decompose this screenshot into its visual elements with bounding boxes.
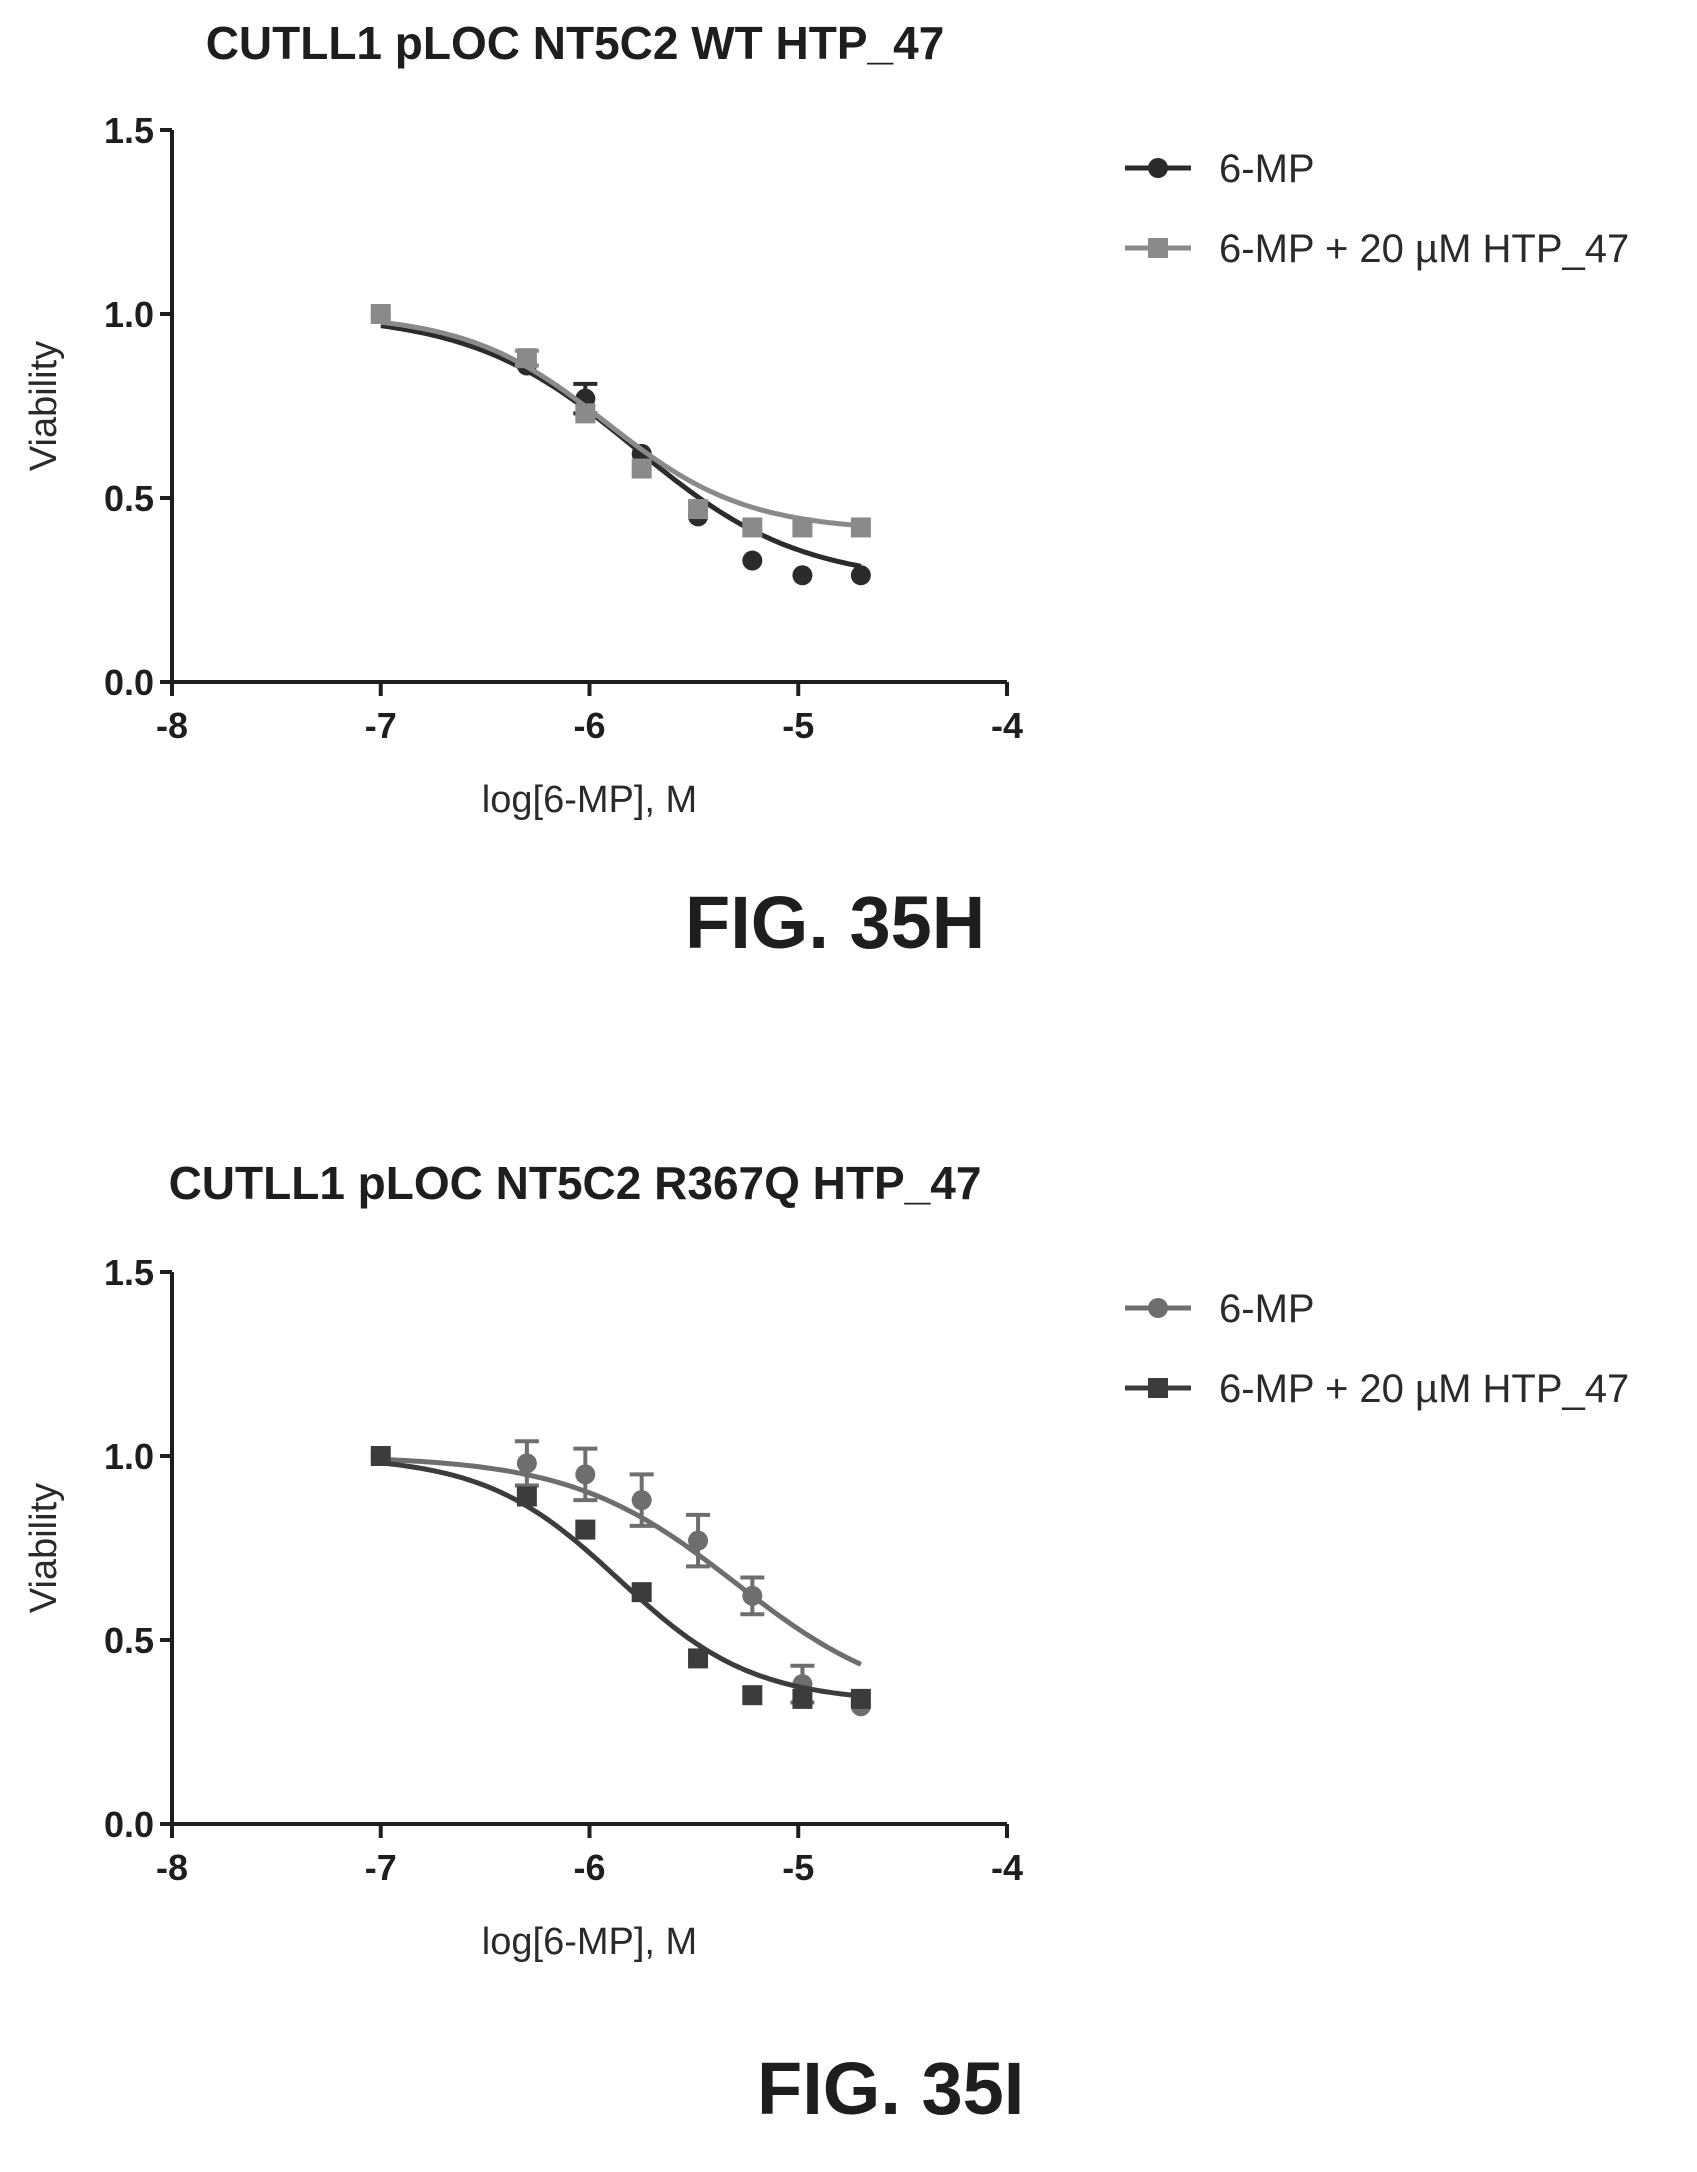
data-point-series-1 bbox=[516, 1453, 537, 1474]
x-tick-label: -6 bbox=[573, 1847, 605, 1888]
data-point-series-2 bbox=[688, 499, 709, 520]
data-point-series-1 bbox=[742, 1585, 763, 1606]
legend-label: 6-MP bbox=[1219, 1287, 1315, 1331]
x-tick-label: -5 bbox=[782, 1847, 814, 1888]
fit-curve-series-1 bbox=[380, 323, 862, 569]
legend-label: 6-MP bbox=[1219, 147, 1315, 191]
data-point-series-2 bbox=[792, 1688, 813, 1709]
data-point-series-2 bbox=[516, 1486, 537, 1507]
data-point-series-1 bbox=[850, 565, 871, 586]
legend-marker bbox=[1148, 1298, 1168, 1318]
fit-curve-series-2 bbox=[380, 1460, 862, 1699]
data-point-series-2 bbox=[370, 1446, 391, 1466]
x-tick-label: -7 bbox=[365, 705, 397, 746]
fit-curve-series-2 bbox=[380, 319, 862, 529]
chart-canvas: 0.0 0.5 1.0 1.5 -8 -7 -6 -5 -4 log[6-MP], M Viabil… bbox=[23, 110, 1629, 821]
data-point-series-2 bbox=[631, 1582, 652, 1603]
chart-title: CUTLL1 pLOC NT5C2 WT HTP_47 bbox=[205, 17, 945, 69]
data-point-series-2 bbox=[792, 517, 813, 538]
chart-title: CUTLL1 pLOC NT5C2 R367Q HTP_47 bbox=[168, 1157, 982, 1209]
y-tick-label: 0.5 bbox=[104, 478, 154, 519]
data-point-series-1 bbox=[631, 1490, 652, 1511]
data-point-series-1 bbox=[575, 1464, 596, 1485]
figure-label: FIG. 35I bbox=[757, 2047, 1025, 2130]
data-point-series-2 bbox=[688, 1648, 709, 1669]
x-tick-label: -6 bbox=[573, 705, 605, 746]
x-tick-label: -4 bbox=[991, 705, 1023, 746]
data-point-series-2 bbox=[575, 1519, 596, 1540]
legend-marker bbox=[1148, 238, 1168, 258]
y-tick-label: 0.0 bbox=[104, 662, 154, 703]
data-point-series-1 bbox=[688, 1530, 709, 1551]
y-tick-label: 1.5 bbox=[104, 1252, 154, 1293]
data-point-series-2 bbox=[742, 1685, 763, 1706]
data-point-series-2 bbox=[631, 458, 652, 479]
data-point-series-2 bbox=[575, 403, 596, 424]
x-axis-label: log[6-MP], M bbox=[482, 779, 697, 821]
y-axis-label: Viability bbox=[23, 1483, 65, 1613]
x-tick-label: -8 bbox=[156, 1847, 188, 1888]
data-point-series-1 bbox=[742, 550, 763, 571]
data-point-series-2 bbox=[742, 517, 763, 538]
data-point-series-2 bbox=[370, 304, 391, 324]
data-point-series-2 bbox=[516, 348, 537, 369]
data-point-series-1 bbox=[792, 565, 813, 586]
chart-canvas: 0.0 0.5 1.0 1.5 -8 -7 -6 -5 -4 log[6-MP], M Viabil… bbox=[23, 1252, 1629, 1963]
figure-label: FIG. 35H bbox=[685, 881, 986, 964]
y-tick-label: 1.0 bbox=[104, 1436, 154, 1477]
x-tick-label: -4 bbox=[991, 1847, 1023, 1888]
legend-label: 6-MP + 20 µM HTP_47 bbox=[1219, 227, 1629, 271]
y-tick-label: 0.0 bbox=[104, 1804, 154, 1845]
y-tick-label: 1.5 bbox=[104, 110, 154, 151]
panel-fig-35i: CUTLL1 pLOC NT5C2 R367Q HTP_47 0.0 0.5 1.0… bbox=[0, 1086, 1697, 2172]
y-tick-label: 0.5 bbox=[104, 1620, 154, 1661]
data-point-series-2 bbox=[850, 517, 871, 538]
y-tick-label: 1.0 bbox=[104, 294, 154, 335]
legend-marker bbox=[1148, 158, 1168, 178]
legend-marker bbox=[1148, 1378, 1168, 1398]
panel-fig-35h: CUTLL1 pLOC NT5C2 WT HTP_47 0.0 0.5 1.0 1.5… bbox=[23, 17, 1629, 964]
data-point-series-2 bbox=[850, 1688, 871, 1709]
x-tick-label: -5 bbox=[782, 705, 814, 746]
x-tick-label: -7 bbox=[365, 1847, 397, 1888]
fit-curve-series-1 bbox=[380, 1456, 862, 1667]
x-axis-label: log[6-MP], M bbox=[482, 1921, 697, 1963]
legend-label: 6-MP + 20 µM HTP_47 bbox=[1219, 1367, 1629, 1411]
y-axis-label: Viability bbox=[23, 341, 65, 471]
x-tick-label: -8 bbox=[156, 705, 188, 746]
